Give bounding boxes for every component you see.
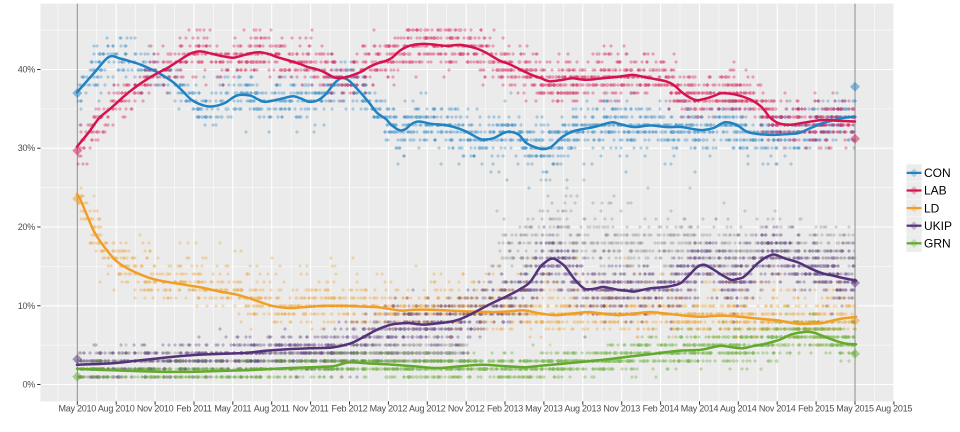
svg-text:Feb 2012: Feb 2012 bbox=[331, 404, 367, 414]
svg-text:May 2015: May 2015 bbox=[836, 404, 874, 414]
svg-text:Nov 2010: Nov 2010 bbox=[137, 404, 174, 414]
svg-text:0%: 0% bbox=[22, 380, 35, 390]
svg-text:Nov 2012: Nov 2012 bbox=[448, 404, 485, 414]
svg-text:20%: 20% bbox=[18, 222, 36, 232]
svg-text:Nov 2011: Nov 2011 bbox=[293, 404, 329, 414]
svg-text:Aug 2011: Aug 2011 bbox=[254, 404, 290, 414]
svg-text:Feb 2015: Feb 2015 bbox=[798, 404, 834, 414]
svg-text:Nov 2014: Nov 2014 bbox=[759, 404, 796, 414]
svg-text:Feb 2011: Feb 2011 bbox=[176, 404, 212, 414]
svg-text:LAB: LAB bbox=[924, 184, 947, 198]
svg-text:May 2010: May 2010 bbox=[59, 404, 97, 414]
svg-text:30%: 30% bbox=[18, 143, 36, 153]
svg-text:May 2013: May 2013 bbox=[525, 404, 563, 414]
svg-text:10%: 10% bbox=[18, 301, 36, 311]
svg-text:May 2014: May 2014 bbox=[681, 404, 719, 414]
svg-text:CON: CON bbox=[924, 166, 951, 180]
svg-text:LD: LD bbox=[924, 201, 940, 215]
svg-text:Feb 2014: Feb 2014 bbox=[643, 404, 679, 414]
svg-text:Aug 2012: Aug 2012 bbox=[409, 404, 446, 414]
svg-text:40%: 40% bbox=[18, 65, 36, 75]
svg-text:May 2011: May 2011 bbox=[214, 404, 251, 414]
svg-text:Aug 2010: Aug 2010 bbox=[98, 404, 135, 414]
svg-text:GRN: GRN bbox=[924, 237, 951, 251]
svg-text:Aug 2013: Aug 2013 bbox=[565, 404, 602, 414]
svg-text:Feb 2013: Feb 2013 bbox=[487, 404, 523, 414]
svg-text:Nov 2013: Nov 2013 bbox=[603, 404, 640, 414]
svg-text:May 2012: May 2012 bbox=[370, 404, 408, 414]
svg-text:UKIP: UKIP bbox=[924, 219, 952, 233]
svg-text:Aug 2015: Aug 2015 bbox=[876, 404, 913, 414]
svg-text:Aug 2014: Aug 2014 bbox=[720, 404, 757, 414]
